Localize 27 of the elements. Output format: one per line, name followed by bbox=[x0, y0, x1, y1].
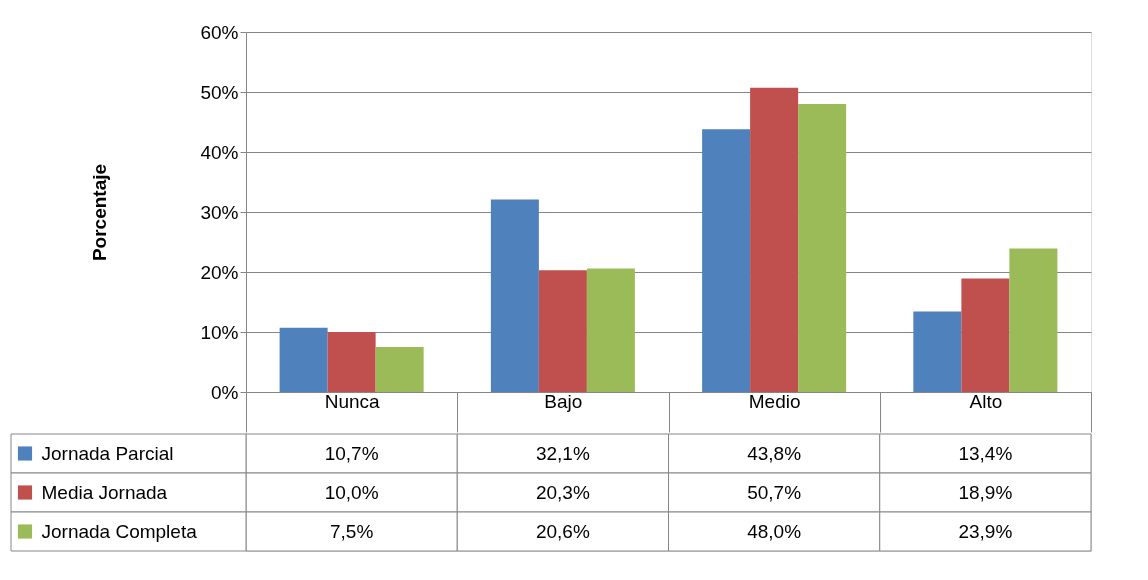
y-tick-label: 10% bbox=[200, 321, 239, 343]
y-axis-title: Porcentaje bbox=[89, 163, 111, 262]
y-tick-label: 0% bbox=[211, 381, 239, 403]
data-label: 10,0% bbox=[324, 481, 379, 503]
data-label: 20,3% bbox=[535, 481, 590, 503]
legend-label: Jornada Parcial bbox=[41, 442, 174, 464]
x-tick-label: Medio bbox=[748, 390, 801, 412]
x-tick-label: Nunca bbox=[324, 390, 381, 412]
legend-label: Jornada Completa bbox=[41, 520, 198, 542]
data-label: 23,9% bbox=[958, 520, 1013, 542]
data-label: 32,1% bbox=[535, 442, 590, 464]
data-label: 48,0% bbox=[747, 520, 802, 542]
data-label: 10,7% bbox=[324, 442, 379, 464]
x-tick-label: Alto bbox=[969, 390, 1003, 412]
data-label: 7,5% bbox=[329, 520, 374, 542]
data-label: 20,6% bbox=[535, 520, 590, 542]
y-tick-label: 50% bbox=[200, 81, 239, 103]
y-tick-label: 20% bbox=[200, 261, 239, 283]
data-label: 50,7% bbox=[747, 481, 802, 503]
y-tick-label: 60% bbox=[200, 21, 239, 43]
x-tick-label: Bajo bbox=[544, 390, 583, 412]
data-label: 18,9% bbox=[958, 481, 1013, 503]
data-label: 43,8% bbox=[747, 442, 802, 464]
y-tick-label: 30% bbox=[200, 201, 239, 223]
data-label: 13,4% bbox=[958, 442, 1013, 464]
legend-label: Media Jornada bbox=[41, 481, 168, 503]
y-tick-label: 40% bbox=[200, 141, 239, 163]
